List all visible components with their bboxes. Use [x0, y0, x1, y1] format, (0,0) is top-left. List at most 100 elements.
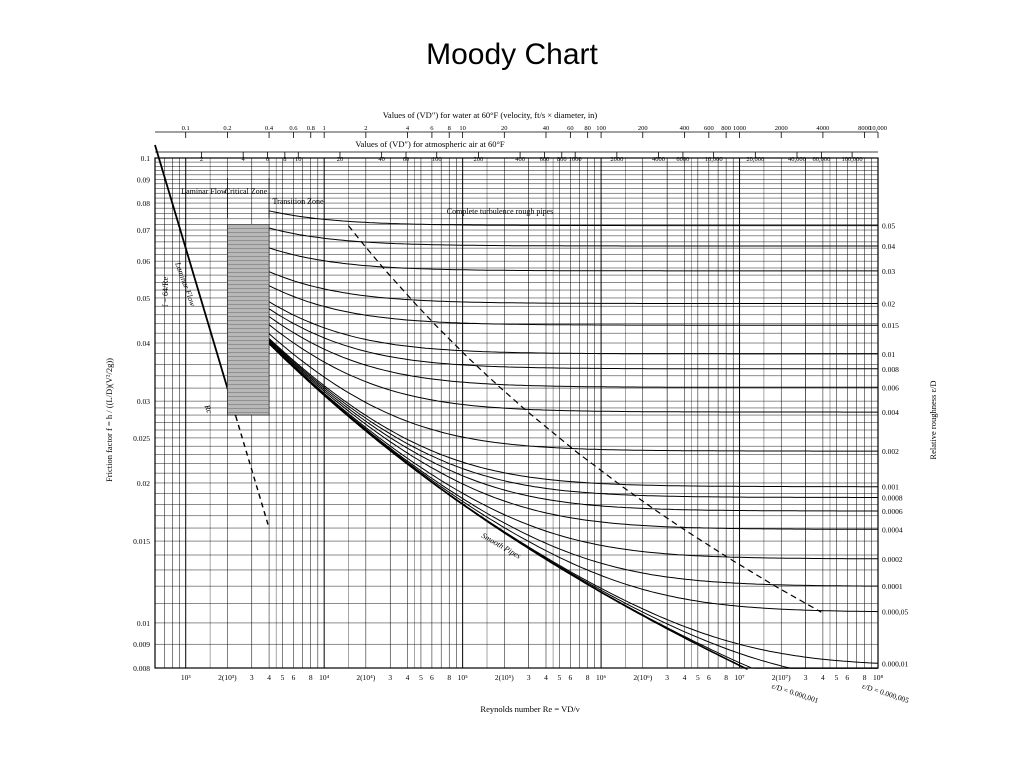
relative-roughness-label: 0.0008 [882, 493, 903, 502]
top-water-tick-label: 80 [584, 125, 591, 132]
roughness-curve [268, 227, 878, 247]
x-tick-label: 5 [696, 673, 700, 682]
x-tick-label: 4 [683, 673, 687, 682]
x-tick-label: 10⁶ [596, 673, 607, 682]
top-water-tick-label: 6 [430, 125, 434, 132]
x-tick-label: 10⁷ [734, 673, 745, 682]
y-tick-label: 0.07 [137, 226, 150, 235]
top-air-tick-label: 8 [283, 156, 286, 163]
top-air-tick-label: 6 [266, 156, 270, 163]
relative-roughness-label: 0.006 [882, 383, 899, 392]
roughness-curve [268, 341, 878, 530]
complete-turbulence-boundary [347, 225, 822, 613]
top-water-tick-label: 1 [323, 125, 326, 132]
roughness-curve [268, 210, 878, 227]
top-water-tick-label: 100 [596, 125, 606, 132]
top-air-tick-label: 40,000 [788, 156, 806, 163]
top-water-tick-label: 200 [638, 125, 648, 132]
bottom-roughness-label: ε/D = 0.000,005 [861, 681, 910, 705]
roughness-curve [268, 343, 878, 669]
roughness-curve [268, 339, 878, 498]
top-water-tick-label: 0.6 [289, 125, 298, 132]
y-tick-label: 0.02 [137, 479, 150, 488]
top-air-tick-label: 4 [242, 156, 246, 163]
roughness-curve [268, 333, 878, 452]
relative-roughness-label: 0.02 [882, 300, 895, 309]
laminar-flow-line [154, 144, 237, 417]
rough-pipes-label: Complete turbulence rough pipes [447, 207, 553, 216]
roughness-curve [268, 301, 878, 355]
top-water-tick-label: 10 [459, 125, 466, 132]
x-tick-label: 8 [586, 673, 590, 682]
top-water-tick-label: 40 [543, 125, 550, 132]
top-water-tick-label: 0.1 [182, 125, 190, 132]
transition-zone-label: Transition Zone [272, 197, 323, 206]
x-tick-label: 6 [292, 673, 296, 682]
top-water-tick-label: 10,000 [869, 125, 887, 132]
laminar-extension-line [235, 416, 270, 529]
x-tick-label: 8 [309, 673, 313, 682]
top-water-tick-label: 600 [704, 125, 714, 132]
top-air-tick-label: 1000 [569, 156, 582, 163]
relative-roughness-label: 0.05 [882, 222, 895, 231]
relative-roughness-label: 0.0004 [882, 525, 903, 534]
x-tick-label: 5 [834, 673, 838, 682]
top-air-tick-label: 100 [432, 156, 442, 163]
critical-zone-label: Critical Zone [225, 187, 268, 196]
roughness-curve [268, 342, 879, 613]
x-axis-label: Reynolds number Re = VD/ν [480, 704, 579, 714]
top-water-axis-label: Values of (VD″) for water at 60°F (veloc… [383, 110, 598, 120]
top-air-tick-label: 4000 [652, 156, 665, 163]
smooth-pipes-label: Smooth Pipes [480, 531, 522, 561]
x-tick-label: 4 [267, 673, 271, 682]
top-water-tick-label: 4 [406, 125, 410, 132]
roughness-curve [268, 285, 878, 326]
x-tick-label: 4 [544, 673, 548, 682]
relative-roughness-label: 0.0002 [882, 555, 903, 564]
relative-roughness-label: 0.015 [882, 321, 899, 330]
laminar-formula-label: f = 64/Re [161, 276, 170, 307]
bottom-roughness-label: ε/D = 0.000,001 [771, 681, 820, 705]
x-tick-label: 2(10⁶) [633, 673, 652, 682]
critical-zone-hatch [227, 224, 270, 416]
top-water-tick-label: 0.2 [223, 125, 231, 132]
x-tick-label: 3 [665, 673, 669, 682]
x-tick-label: 3 [388, 673, 392, 682]
top-air-tick-label: 100,000 [842, 156, 863, 163]
roughness-curve [268, 324, 878, 413]
roughness-curve [268, 316, 878, 388]
top-air-tick-label: 2000 [610, 156, 623, 163]
x-tick-label: 8 [863, 673, 867, 682]
x-tick-label: 6 [430, 673, 434, 682]
relative-roughness-label: 0.04 [882, 242, 895, 251]
top-air-axis-label: Values of (VD″) for atmospheric air at 6… [355, 139, 505, 149]
critical-re-label: Rc [202, 403, 214, 415]
x-tick-label: 2(10⁷) [772, 673, 791, 682]
y-tick-label: 0.05 [137, 294, 150, 303]
y-tick-label: 0.06 [137, 257, 150, 266]
y-tick-label: 0.1 [141, 154, 151, 163]
laminar-zone-label: Laminar Flow [181, 187, 227, 196]
x-tick-label: 4 [821, 673, 825, 682]
x-tick-label: 2(10⁵) [495, 673, 514, 682]
top-water-tick-label: 400 [680, 125, 690, 132]
roughness-curve [268, 271, 878, 304]
top-air-tick-label: 600 [540, 156, 550, 163]
roughness-curve [268, 342, 878, 587]
x-tick-label: 3 [527, 673, 531, 682]
x-tick-label: 2(10⁴) [356, 673, 375, 682]
roughness-curve [268, 338, 878, 488]
y-tick-label: 0.08 [137, 199, 150, 208]
top-water-tick-label: 4000 [816, 125, 829, 132]
relative-roughness-label: 0.008 [882, 365, 899, 374]
y-tick-label: 0.09 [137, 175, 150, 184]
relative-roughness-label: 0.000,01 [882, 659, 909, 668]
top-air-tick-label: 200 [474, 156, 484, 163]
x-tick-label: 6 [845, 673, 849, 682]
x-tick-label: 8 [724, 673, 728, 682]
x-tick-label: 5 [281, 673, 285, 682]
roughness-curve [268, 340, 878, 512]
top-air-tick-label: 10,000 [705, 156, 723, 163]
x-tick-label: 3 [250, 673, 254, 682]
relative-roughness-label: 0.001 [882, 483, 899, 492]
